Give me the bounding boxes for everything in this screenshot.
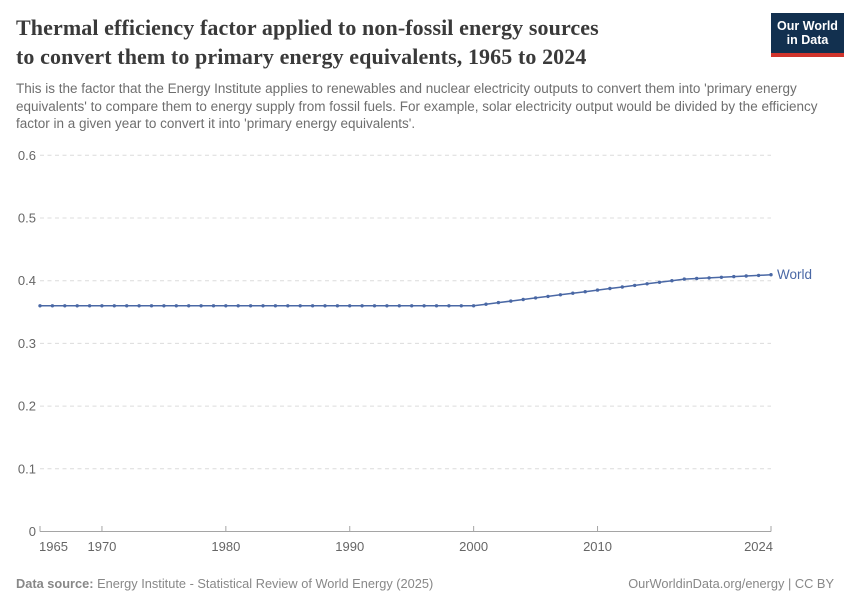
- data-point[interactable]: [756, 273, 761, 278]
- data-point[interactable]: [583, 290, 587, 294]
- page-title: Thermal efficiency factor applied to non…: [16, 13, 716, 71]
- data-source-label: Data source:: [16, 576, 94, 591]
- data-point[interactable]: [236, 304, 240, 308]
- data-point[interactable]: [125, 304, 129, 308]
- data-point[interactable]: [608, 286, 612, 291]
- data-point[interactable]: [521, 297, 525, 302]
- data-point[interactable]: [719, 275, 724, 279]
- x-axis-tick-label: 1965: [39, 539, 68, 554]
- data-point[interactable]: [385, 304, 389, 308]
- y-axis-tick-label: 0.5: [18, 211, 36, 226]
- data-point[interactable]: [112, 304, 117, 308]
- data-point[interactable]: [422, 304, 426, 308]
- y-axis-tick-label: 0.2: [18, 399, 36, 414]
- data-point[interactable]: [695, 276, 699, 281]
- data-point[interactable]: [682, 277, 686, 281]
- data-point[interactable]: [87, 304, 92, 308]
- data-point[interactable]: [63, 304, 67, 308]
- x-axis-tick-label: 1970: [87, 539, 116, 554]
- data-point[interactable]: [224, 304, 228, 308]
- data-point[interactable]: [533, 296, 538, 300]
- data-point[interactable]: [484, 302, 488, 306]
- data-point[interactable]: [211, 304, 216, 308]
- data-point[interactable]: [162, 304, 166, 308]
- data-point[interactable]: [633, 283, 637, 288]
- title-line-1: Thermal efficiency factor applied to non…: [16, 15, 599, 40]
- data-point[interactable]: [732, 274, 736, 279]
- x-axis-tick-label: 1990: [335, 539, 364, 554]
- data-point[interactable]: [261, 304, 265, 308]
- data-point[interactable]: [372, 304, 377, 308]
- x-axis-tick-label: 2024: [744, 539, 773, 554]
- data-point[interactable]: [137, 304, 141, 308]
- series-end-label-world[interactable]: World: [777, 267, 812, 282]
- data-point[interactable]: [100, 304, 104, 308]
- y-axis-tick-label: 0.3: [18, 336, 36, 351]
- data-source-value: Energy Institute - Statistical Review of…: [97, 576, 434, 591]
- chart-footer: Data source: Energy Institute - Statisti…: [16, 576, 834, 591]
- y-axis-tick-label: 0.4: [18, 273, 36, 288]
- data-point[interactable]: [769, 273, 773, 277]
- data-point[interactable]: [707, 276, 711, 280]
- data-point[interactable]: [75, 304, 79, 308]
- y-axis-tick-label: 0.1: [18, 461, 36, 476]
- data-point[interactable]: [273, 304, 278, 308]
- data-point[interactable]: [670, 279, 674, 283]
- data-point[interactable]: [546, 294, 550, 299]
- data-point[interactable]: [174, 304, 178, 308]
- title-line-2: to convert them to primary energy equiva…: [16, 44, 587, 69]
- data-point[interactable]: [558, 293, 563, 297]
- data-point[interactable]: [471, 304, 476, 308]
- data-point[interactable]: [248, 304, 253, 308]
- series-line-world[interactable]: [40, 273, 772, 307]
- x-axis-tick-label: 1980: [211, 539, 240, 554]
- data-point[interactable]: [348, 304, 352, 308]
- data-point[interactable]: [187, 304, 191, 308]
- data-point[interactable]: [434, 304, 439, 308]
- data-point[interactable]: [620, 285, 624, 289]
- data-point[interactable]: [335, 304, 340, 308]
- data-point[interactable]: [496, 300, 501, 305]
- data-point[interactable]: [459, 304, 463, 308]
- y-axis-tick-label: 0.6: [18, 148, 36, 163]
- data-point[interactable]: [410, 304, 414, 308]
- owid-logo-line2: in Data: [786, 33, 829, 47]
- data-point[interactable]: [199, 304, 203, 308]
- data-point[interactable]: [286, 304, 290, 308]
- owid-license-link[interactable]: OurWorldinData.org/energy | CC BY: [628, 576, 834, 591]
- x-axis-tick-label: 2000: [459, 539, 488, 554]
- owid-logo[interactable]: Our World in Data: [771, 13, 844, 57]
- x-axis-tick-label: 2010: [583, 539, 612, 554]
- data-point[interactable]: [397, 304, 401, 308]
- data-point[interactable]: [447, 304, 451, 308]
- data-point[interactable]: [509, 299, 513, 303]
- owid-logo-line1: Our World: [777, 18, 838, 33]
- data-point[interactable]: [323, 304, 327, 308]
- data-point[interactable]: [645, 282, 649, 286]
- data-point[interactable]: [595, 288, 600, 292]
- data-point[interactable]: [310, 304, 315, 308]
- chart-subtitle: This is the factor that the Energy Insti…: [16, 81, 818, 131]
- data-point[interactable]: [298, 304, 302, 308]
- data-point[interactable]: [38, 304, 42, 308]
- data-point[interactable]: [50, 304, 55, 308]
- data-point[interactable]: [149, 304, 154, 308]
- data-point[interactable]: [360, 304, 364, 308]
- data-point[interactable]: [571, 291, 575, 295]
- data-point[interactable]: [744, 274, 748, 278]
- y-axis-tick-label: 0: [29, 524, 36, 539]
- data-source-note: Data source: Energy Institute - Statisti…: [16, 576, 433, 591]
- data-point[interactable]: [657, 280, 662, 284]
